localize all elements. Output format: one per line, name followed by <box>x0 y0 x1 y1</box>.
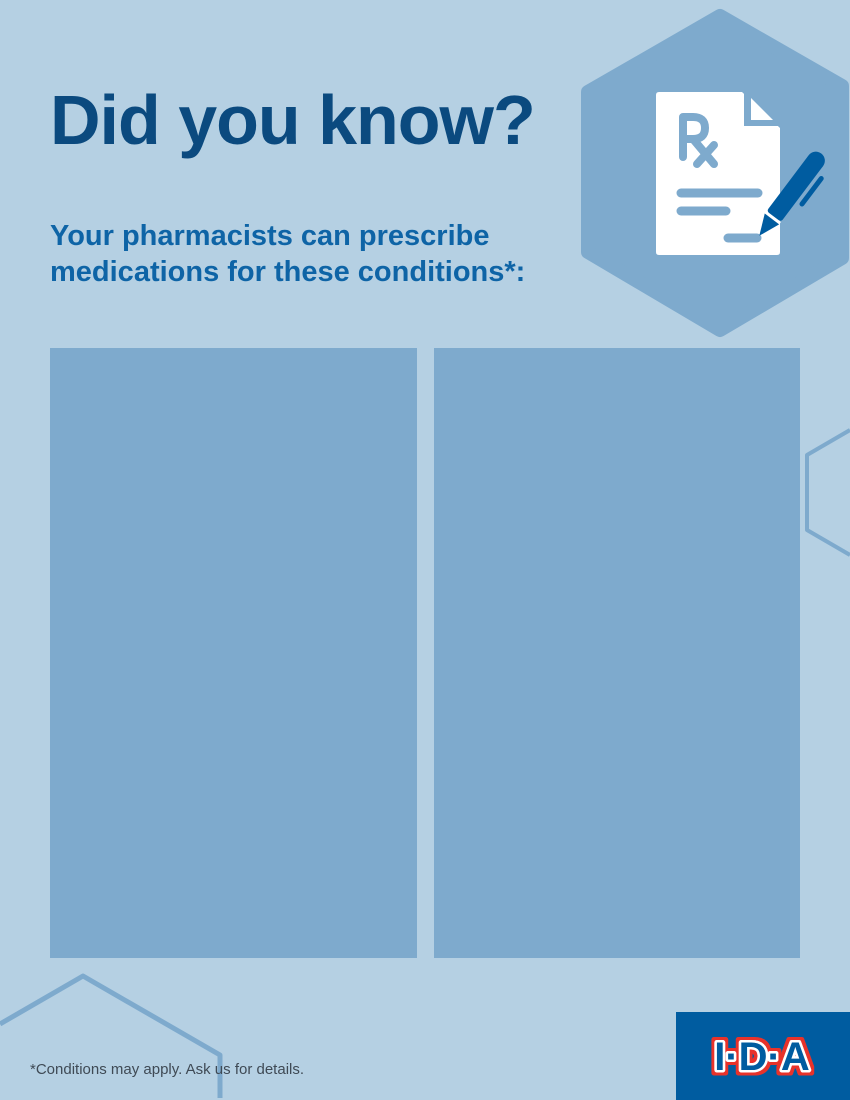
pen-icon <box>759 151 825 236</box>
ida-logo-text: I·D·A <box>714 1035 810 1079</box>
ida-logo-mark: I·D·A <box>712 1033 813 1082</box>
page-subtitle: Your pharmacists can prescribe medicatio… <box>50 218 525 290</box>
subtitle-line-2: medications for these conditions*: <box>50 256 526 288</box>
conditions-panel-left <box>50 348 417 958</box>
ida-logo: I·D·A <box>676 1012 850 1100</box>
conditions-panel-right <box>434 348 800 958</box>
subtitle-line-1: Your pharmacists can prescribe <box>50 220 490 252</box>
page-title: Did you know? <box>50 81 536 159</box>
prescription-document-icon <box>656 92 780 255</box>
footnote: *Conditions may apply. Ask us for detail… <box>30 1061 305 1078</box>
prescription-hexagon-badge <box>581 9 849 337</box>
